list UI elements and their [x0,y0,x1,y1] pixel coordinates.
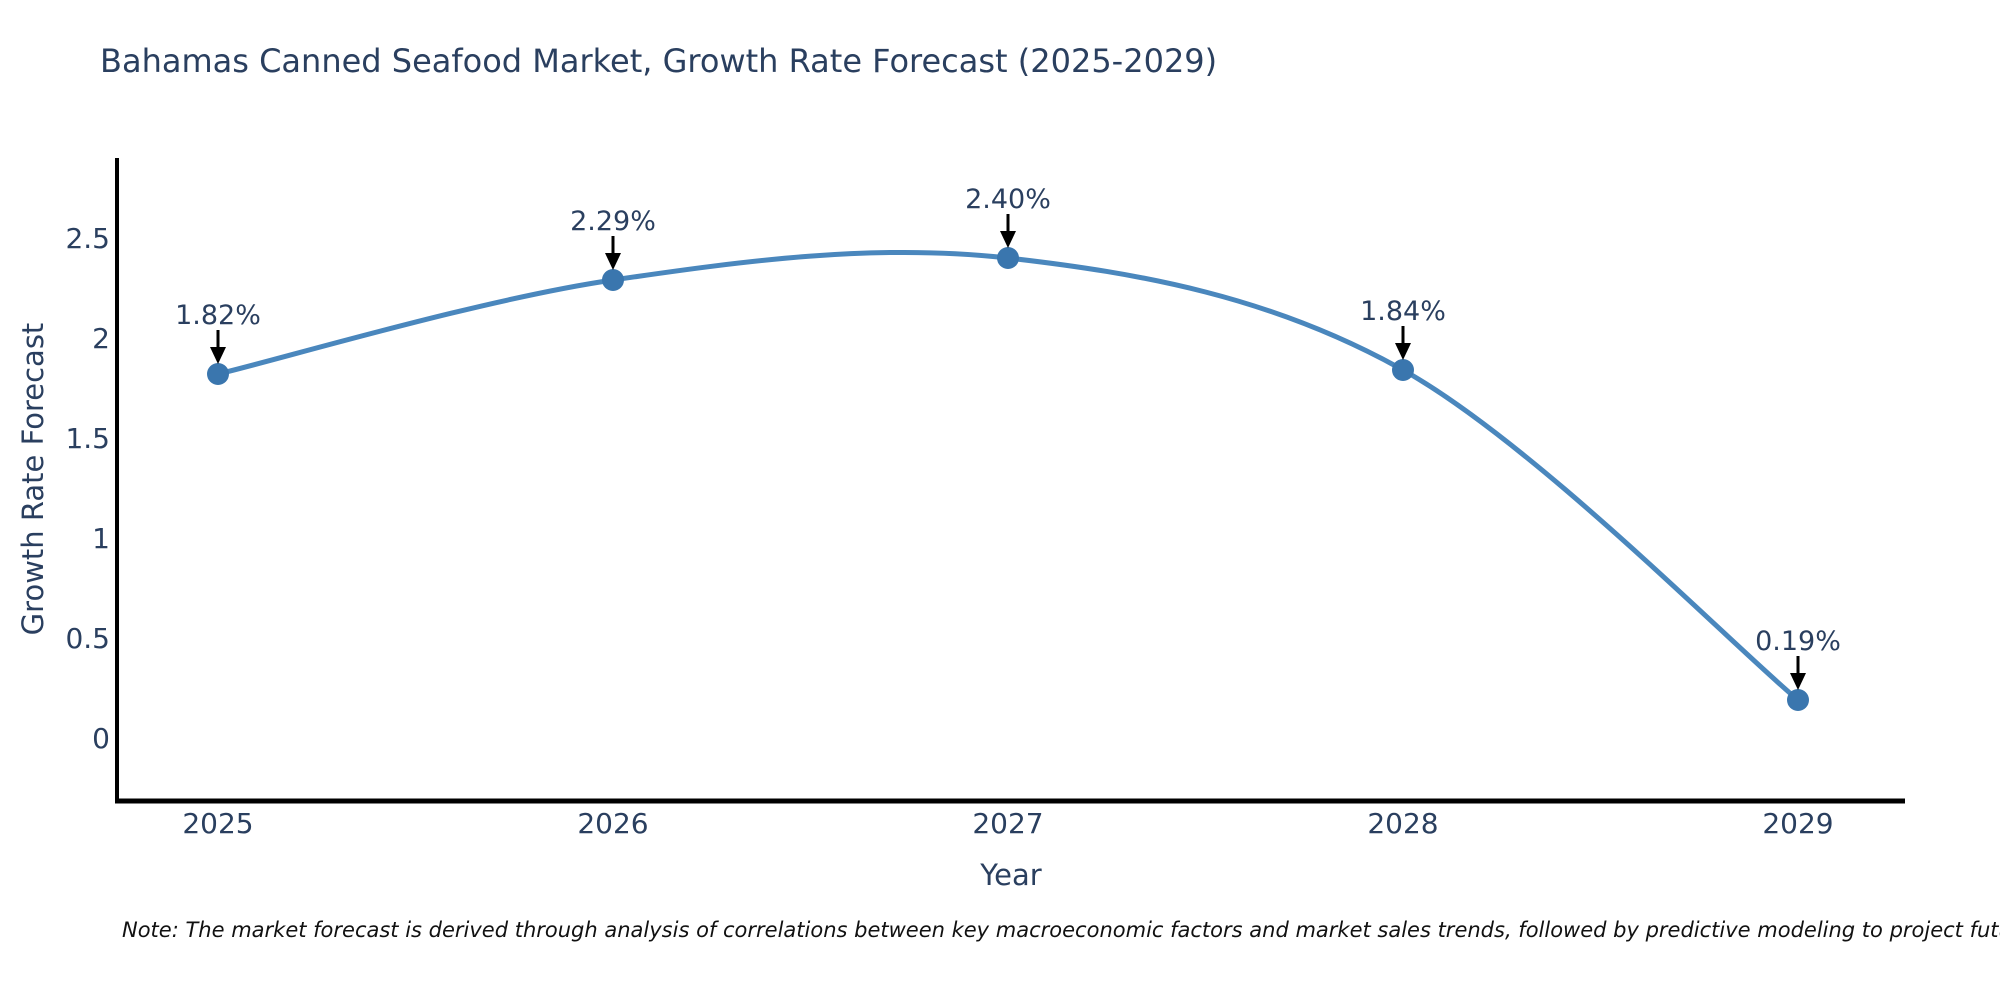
data-point-2026[interactable] [602,269,624,291]
data-point-2029[interactable] [1787,689,1809,711]
annotation-arrowhead [605,253,621,270]
x-tick-label: 2028 [1367,807,1438,840]
y-tick-label: 0.5 [65,622,110,655]
x-tick-label: 2029 [1762,807,1833,840]
data-label: 2.40% [965,184,1051,215]
chart-title: Bahamas Canned Seafood Market, Growth Ra… [100,42,1218,80]
data-label: 0.19% [1755,626,1841,657]
x-tick-label: 2025 [182,807,253,840]
footnote: Note: The market forecast is derived thr… [122,918,2000,942]
x-tick-label: 2026 [577,807,648,840]
data-label: 1.82% [175,300,261,331]
data-point-2027[interactable] [997,247,1019,269]
annotation-arrowhead [210,347,226,364]
data-point-2028[interactable] [1392,359,1414,381]
data-label: 1.84% [1360,296,1446,327]
annotation-arrowhead [1790,673,1806,690]
x-axis-title: Year [980,858,1042,892]
y-tick-label: 1 [92,522,110,555]
y-tick-label: 1.5 [65,422,110,455]
data-label: 2.29% [570,206,656,237]
annotation-arrowhead [1395,343,1411,360]
forecast-line [215,249,1801,703]
y-tick-label: 2 [92,322,110,355]
annotation-arrowhead [1000,231,1016,248]
y-tick-label: 0 [92,722,110,755]
data-point-2025[interactable] [207,363,229,385]
y-tick-label: 2.5 [65,222,110,255]
x-tick-label: 2027 [972,807,1043,840]
